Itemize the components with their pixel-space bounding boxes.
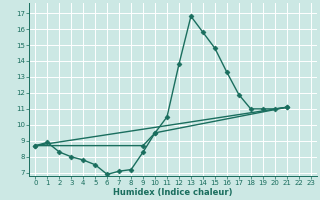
X-axis label: Humidex (Indice chaleur): Humidex (Indice chaleur) xyxy=(113,188,233,197)
